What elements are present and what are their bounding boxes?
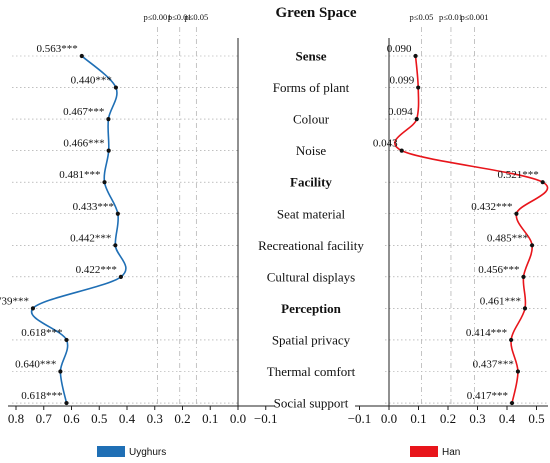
category-label: Sense (295, 49, 326, 64)
uyghurs-data-point (115, 211, 120, 216)
uyghurs-data-point (106, 117, 111, 122)
uyghurs-tick-label: 0.0 (230, 411, 246, 426)
uyghurs-tick-label: −0.1 (254, 411, 278, 426)
han-data-label: 0.485*** (487, 232, 528, 244)
han-data-label: 0.094 (388, 106, 413, 118)
han-legend-label: Han (442, 447, 460, 458)
uyghurs-data-label: 0.442*** (70, 232, 111, 244)
han-data-point (540, 180, 545, 185)
category-label: Forms of plant (273, 80, 350, 95)
uyghurs-data-point (64, 337, 69, 343)
han-tick-label: 0.3 (469, 411, 485, 426)
category-label: Social support (274, 396, 349, 411)
category-label: Thermal comfort (267, 364, 356, 379)
uyghurs-threshold-label: p≤0.05 (184, 12, 208, 22)
uyghurs-data-point (79, 53, 84, 59)
han-data-label: 0.432*** (471, 201, 512, 213)
han-data-label: 0.043 (373, 138, 398, 150)
han-threshold-label: p≤0.001 (461, 12, 489, 22)
han-data-point (399, 148, 404, 153)
category-label: Colour (293, 112, 330, 127)
han-data-point (514, 211, 519, 216)
uyghurs-tick-label: 0.7 (36, 411, 53, 426)
uyghurs-data-point (58, 369, 63, 374)
han-data-label: 0.090 (387, 43, 412, 55)
han-data-point (521, 274, 526, 279)
han-data-label: 0.417*** (467, 390, 508, 402)
uyghurs-data-label: 0.466*** (63, 138, 104, 150)
han-tick-label: −0.1 (348, 411, 372, 426)
han-threshold-label: p≤0.01 (439, 12, 463, 22)
uyghurs-tick-label: 0.1 (202, 411, 218, 426)
category-label: Seat material (277, 206, 346, 221)
category-label: Perception (281, 301, 341, 316)
han-tick-label: 0.5 (528, 411, 544, 426)
category-label: Facility (290, 175, 332, 190)
han-data-label: 0.461*** (480, 295, 521, 307)
uyghurs-data-label: 0.739*** (0, 295, 29, 307)
han-data-label: 0.456*** (478, 264, 519, 276)
han-data-label: 0.521*** (497, 169, 538, 181)
han-series-line (394, 55, 549, 404)
uyghurs-data-point (118, 274, 123, 279)
han-data-point (522, 306, 528, 311)
han-data-point (414, 117, 419, 122)
han-data-point (509, 400, 515, 406)
han-data-point (416, 85, 421, 90)
han-data-point (515, 369, 521, 374)
han-tick-label: 0.0 (381, 411, 397, 426)
category-label: Recreational facility (258, 238, 364, 253)
uyghurs-legend-label: Uyghurs (129, 447, 166, 458)
category-label: Cultural displays (267, 269, 355, 284)
uyghurs-data-point (102, 180, 107, 185)
uyghurs-tick-label: 0.4 (119, 411, 136, 426)
uyghurs-threshold-label: p≤0.01 (168, 12, 192, 22)
han-data-label: 0.414*** (466, 327, 507, 339)
uyghurs-tick-label: 0.2 (174, 411, 190, 426)
uyghurs-tick-label: 0.5 (91, 411, 107, 426)
han-threshold-label: p≤0.05 (410, 12, 434, 22)
uyghurs-data-label: 0.563*** (37, 43, 78, 55)
han-legend-swatch (410, 446, 438, 457)
uyghurs-data-point (113, 243, 118, 248)
han-data-label: 0.099 (389, 75, 414, 87)
han-data-label: 0.437*** (473, 359, 514, 371)
uyghurs-data-label: 0.440*** (71, 75, 112, 87)
uyghurs-tick-label: 0.3 (147, 411, 163, 426)
han-data-point (529, 243, 535, 248)
uyghurs-threshold-label: p≤0.001 (144, 12, 172, 22)
han-tick-label: 0.1 (410, 411, 426, 426)
uyghurs-tick-label: 0.6 (63, 411, 80, 426)
uyghurs-data-label: 0.433*** (73, 201, 114, 213)
uyghurs-data-label: 0.467*** (63, 106, 104, 118)
uyghurs-data-label: 0.640*** (15, 359, 56, 371)
uyghurs-legend-swatch (97, 446, 125, 457)
han-data-point (509, 337, 514, 343)
han-tick-label: 0.2 (440, 411, 456, 426)
uyghurs-data-point (106, 148, 111, 153)
uyghurs-data-point (113, 85, 118, 90)
uyghurs-data-point (30, 306, 36, 311)
category-label: Noise (296, 143, 327, 158)
uyghurs-data-label: 0.422*** (76, 264, 117, 276)
uyghurs-data-label: 0.618*** (21, 327, 62, 339)
uyghurs-tick-label: 0.8 (8, 411, 24, 426)
chart-title: Green Space (276, 5, 357, 21)
uyghurs-data-point (64, 400, 69, 406)
category-label: Spatial privacy (272, 332, 351, 347)
han-tick-label: 0.4 (499, 411, 516, 426)
uyghurs-data-label: 0.618*** (21, 390, 62, 402)
han-data-point (413, 53, 418, 59)
uyghurs-data-label: 0.481*** (59, 169, 100, 181)
